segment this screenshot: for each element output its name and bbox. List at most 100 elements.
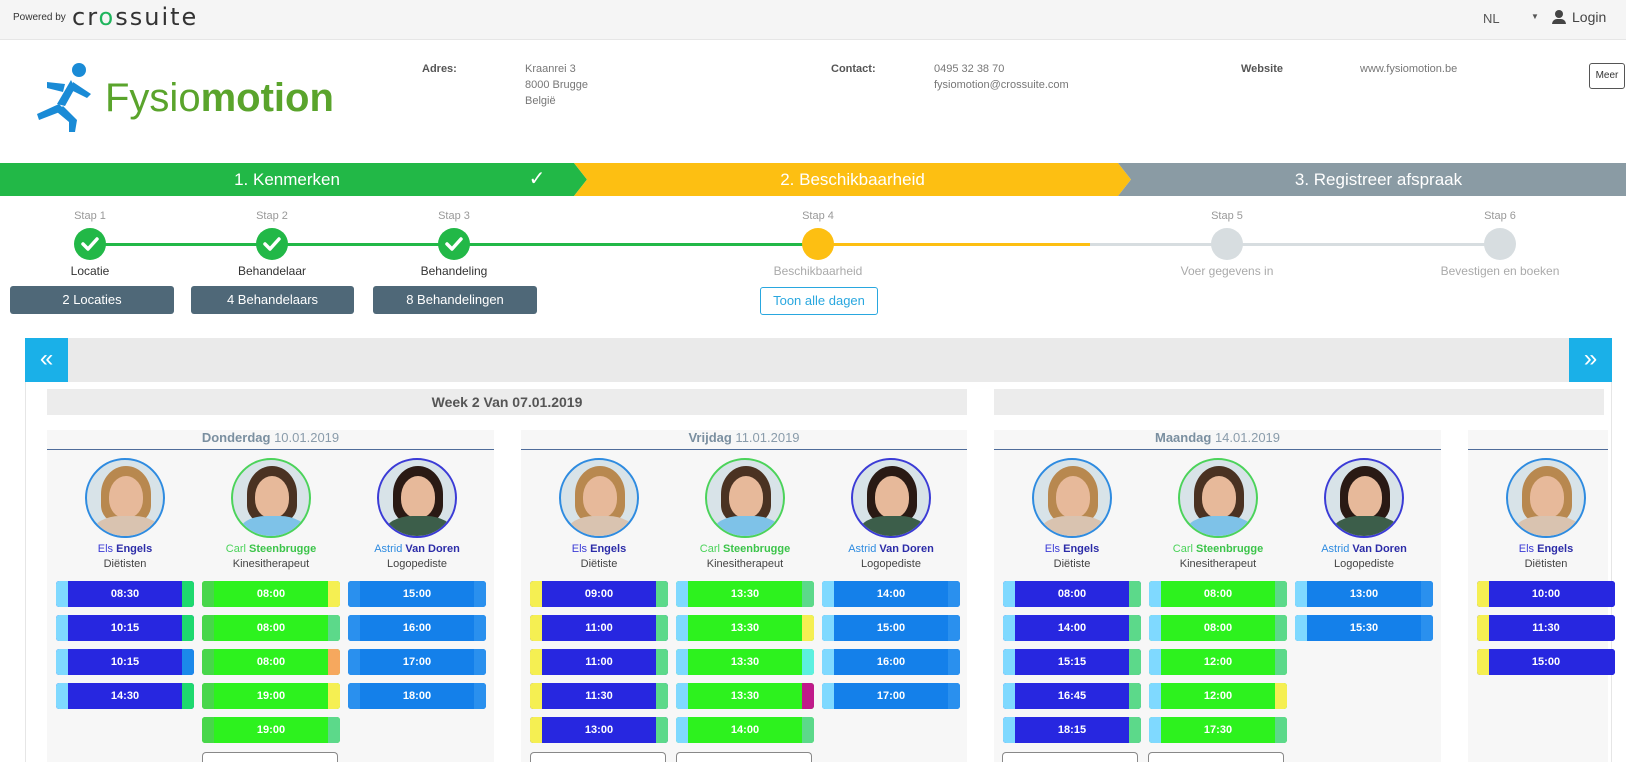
- phone-number[interactable]: 0495 32 38 70: [934, 63, 1005, 75]
- practitioner-role: Logopediste: [861, 558, 921, 570]
- step-1-button[interactable]: 2 Locaties: [10, 286, 174, 314]
- login-link[interactable]: Login: [1552, 9, 1606, 25]
- time-slot-button[interactable]: 13:30: [676, 683, 814, 709]
- time-slot-button[interactable]: 08:30: [56, 581, 194, 607]
- slot-right-marker: [948, 649, 960, 675]
- step-done-check-icon[interactable]: [256, 228, 288, 260]
- next-week-button[interactable]: »: [1569, 338, 1612, 382]
- time-slot-button[interactable]: 11:00: [530, 615, 668, 641]
- prev-week-button[interactable]: «: [25, 338, 68, 382]
- practitioner-name[interactable]: Astrid Van Doren: [1294, 543, 1434, 555]
- avatar[interactable]: [851, 458, 931, 538]
- step-done-check-icon[interactable]: [438, 228, 470, 260]
- time-slot-button[interactable]: 08:00: [1149, 615, 1287, 641]
- time-slot-button[interactable]: 15:30: [1295, 615, 1433, 641]
- time-slot-button[interactable]: 15:15: [1003, 649, 1141, 675]
- time-slot-button[interactable]: 16:00: [348, 615, 486, 641]
- practitioner-name[interactable]: Carl Steenbrugge: [675, 543, 815, 555]
- time-slot-button[interactable]: 16:00: [822, 649, 960, 675]
- practitioner-name[interactable]: Carl Steenbrugge: [1148, 543, 1288, 555]
- step-label-4: Stap 4: [802, 210, 834, 222]
- fysiomotion-logo[interactable]: Fysiomotion: [35, 62, 334, 134]
- ribbon-step-3[interactable]: 3. Registreer afspraak: [1294, 170, 1463, 189]
- show-all-days-button[interactable]: Toon alle dagen: [760, 287, 878, 315]
- practitioner-name[interactable]: Els Engels: [1002, 543, 1142, 555]
- practitioner-name[interactable]: Els Engels: [529, 543, 669, 555]
- time-slot-button[interactable]: 08:00: [1149, 581, 1287, 607]
- avatar[interactable]: [559, 458, 639, 538]
- time-slot-button[interactable]: 11:00: [530, 649, 668, 675]
- practitioner-name[interactable]: Carl Steenbrugge: [201, 543, 341, 555]
- time-slot-button[interactable]: 14:30: [56, 683, 194, 709]
- time-slot-button[interactable]: 08:00: [202, 581, 340, 607]
- time-slot-button[interactable]: 09:00: [530, 581, 668, 607]
- time-slot-button[interactable]: 13:30: [676, 581, 814, 607]
- step-3-button[interactable]: 8 Behandelingen: [373, 286, 537, 314]
- avatar[interactable]: [377, 458, 457, 538]
- time-slot-button[interactable]: 11:30: [1477, 615, 1615, 641]
- language-select[interactable]: NL: [1483, 11, 1500, 26]
- slot-left-marker: [202, 717, 214, 743]
- time-slot-button[interactable]: 19:00: [202, 717, 340, 743]
- time-slot-button[interactable]: 18:15: [1003, 717, 1141, 743]
- address-label: Adres:: [422, 63, 457, 75]
- time-slot-button[interactable]: 17:00: [348, 649, 486, 675]
- crossuite-logo[interactable]: crossuite: [72, 3, 199, 31]
- time-slot-button[interactable]: 08:00: [1003, 581, 1141, 607]
- time-slot-button[interactable]: 17:30: [1149, 717, 1287, 743]
- slot-right-marker: [1129, 683, 1141, 709]
- show-more-button[interactable]: [202, 752, 338, 762]
- email-link[interactable]: fysiomotion@crossuite.com: [934, 79, 1069, 91]
- avatar[interactable]: [1506, 458, 1586, 538]
- time-slot-button[interactable]: 17:00: [822, 683, 960, 709]
- time-slot-button[interactable]: 15:00: [348, 581, 486, 607]
- chevron-down-icon[interactable]: ▼: [1531, 12, 1539, 21]
- time-slot-button[interactable]: 10:15: [56, 615, 194, 641]
- time-slot-button[interactable]: 13:30: [676, 649, 814, 675]
- show-more-button[interactable]: [530, 752, 666, 762]
- time-slot-button[interactable]: 16:45: [1003, 683, 1141, 709]
- time-slot-button[interactable]: 18:00: [348, 683, 486, 709]
- slot-left-marker: [1149, 717, 1161, 743]
- ribbon-step-2[interactable]: 2. Beschikbaarheid: [780, 170, 925, 189]
- slot-right-marker: [1603, 581, 1615, 607]
- step-done-check-icon[interactable]: [74, 228, 106, 260]
- show-more-button[interactable]: [676, 752, 812, 762]
- time-slot-button[interactable]: 14:00: [1003, 615, 1141, 641]
- time-slot-button[interactable]: 12:00: [1149, 683, 1287, 709]
- time-slot-button[interactable]: 10:15: [56, 649, 194, 675]
- practitioner-name[interactable]: Els Engels: [1476, 543, 1616, 555]
- step-name-1: Locatie: [70, 264, 110, 278]
- avatar[interactable]: [705, 458, 785, 538]
- avatar[interactable]: [85, 458, 165, 538]
- time-slot-button[interactable]: 14:00: [676, 717, 814, 743]
- show-more-button[interactable]: [1002, 752, 1138, 762]
- time-slot-button[interactable]: 15:00: [1477, 649, 1615, 675]
- time-slot-button[interactable]: 15:00: [822, 615, 960, 641]
- time-slot-button[interactable]: 10:00: [1477, 581, 1615, 607]
- time-slot-button[interactable]: 08:00: [202, 649, 340, 675]
- avatar[interactable]: [1324, 458, 1404, 538]
- time-slot-button[interactable]: 13:00: [530, 717, 668, 743]
- time-slot-button[interactable]: 14:00: [822, 581, 960, 607]
- more-button[interactable]: Meer: [1589, 63, 1625, 89]
- practitioner-name[interactable]: Astrid Van Doren: [821, 543, 961, 555]
- show-more-button[interactable]: [1148, 752, 1284, 762]
- time-slot-button[interactable]: 13:30: [676, 615, 814, 641]
- time-slot-button[interactable]: 08:00: [202, 615, 340, 641]
- time-slot-button[interactable]: 19:00: [202, 683, 340, 709]
- step-2-button[interactable]: 4 Behandelaars: [191, 286, 354, 314]
- ribbon-step-1[interactable]: 1. Kenmerken: [234, 170, 340, 189]
- time-slot-button[interactable]: 13:00: [1295, 581, 1433, 607]
- slot-time: 16:45: [1057, 690, 1087, 702]
- time-slot-button[interactable]: 11:30: [530, 683, 668, 709]
- time-slot-button[interactable]: 12:00: [1149, 649, 1287, 675]
- website-link[interactable]: www.fysiomotion.be: [1360, 63, 1458, 75]
- avatar[interactable]: [1032, 458, 1112, 538]
- practitioner-name[interactable]: Els Engels: [55, 543, 195, 555]
- avatar[interactable]: [1178, 458, 1258, 538]
- slot-time: 18:15: [1057, 724, 1087, 736]
- practitioner-name[interactable]: Astrid Van Doren: [347, 543, 487, 555]
- avatar[interactable]: [231, 458, 311, 538]
- ribbon-bg-3: [1118, 163, 1626, 196]
